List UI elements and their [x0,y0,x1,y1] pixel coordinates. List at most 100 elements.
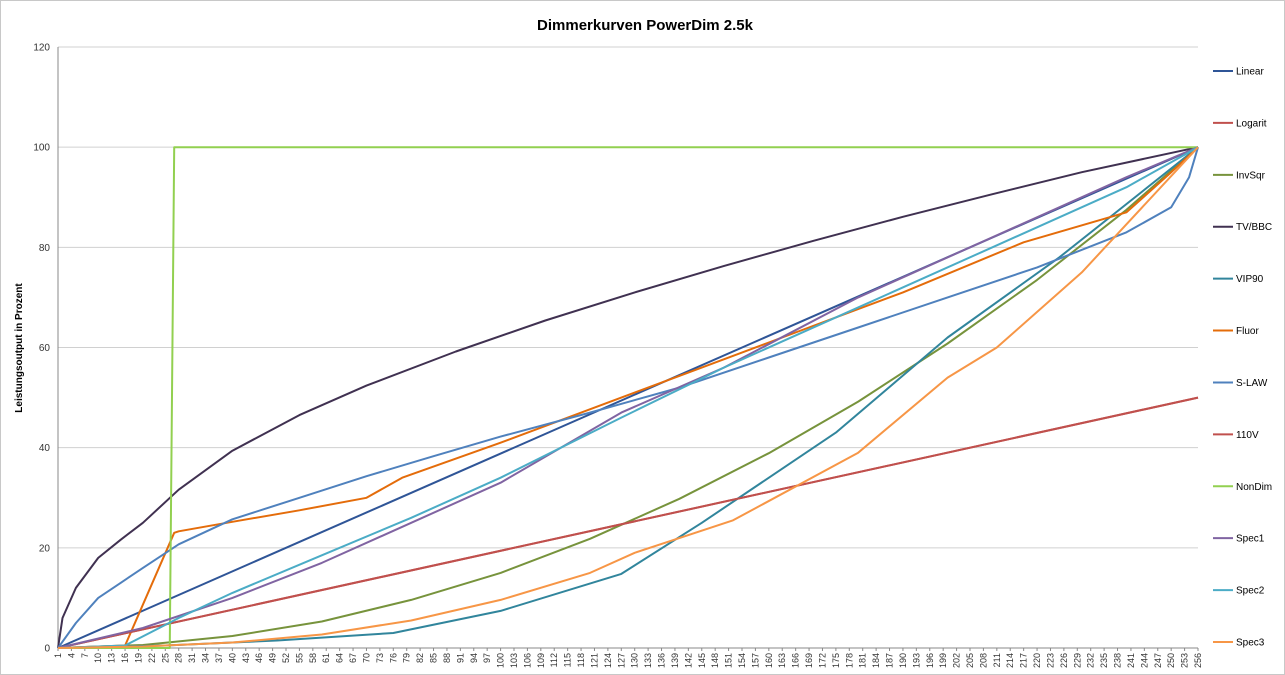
x-tick-label: 64 [335,653,345,663]
x-tick-label: 133 [643,653,653,668]
x-tick-label: 229 [1072,653,1082,668]
legend-label: Spec2 [1236,586,1265,597]
x-tick-label: 49 [268,653,278,663]
series-line-spec2 [57,146,1199,649]
x-tick-label: 139 [670,653,680,668]
x-tick-label: 13 [107,653,117,663]
x-tick-label: 97 [482,653,492,663]
x-tick-label: 82 [415,653,425,663]
y-tick-label: 60 [39,343,51,354]
x-tick-label: 169 [804,653,814,668]
x-tick-label: 112 [549,653,559,667]
x-tick-label: 196 [925,653,935,668]
series-line-110v [57,396,1199,649]
x-tick-label: 28 [174,653,184,663]
x-tick-label: 154 [737,653,747,668]
x-tick-label: 208 [978,653,988,668]
x-tick-label: 142 [683,653,693,668]
x-tick-label: 205 [965,653,975,668]
x-tick-label: 244 [1139,653,1149,668]
legend-label: 110V [1236,430,1259,441]
x-tick-label: 7 [80,653,90,658]
x-tick-label: 172 [817,653,827,668]
x-tick-label: 253 [1180,653,1190,668]
series-line-tv-bbc [57,146,1199,649]
x-tick-label: 127 [616,653,626,668]
x-tick-label: 193 [911,653,921,668]
legend-label: Linear [1236,67,1264,78]
x-tick-label: 115 [563,653,573,667]
x-tick-label: 232 [1086,653,1096,668]
x-tick-label: 91 [455,653,465,663]
y-tick-label: 20 [39,543,51,554]
x-tick-label: 178 [844,653,854,668]
x-tick-label: 100 [496,653,506,668]
x-tick-label: 184 [871,653,881,668]
x-tick-label: 34 [201,653,211,663]
x-tick-label: 235 [1099,653,1109,668]
x-tick-label: 136 [657,653,667,668]
x-tick-label: 67 [348,653,358,663]
legend: Linear Logarit InvSqr TV/BBC VIP90 Fluor S-LAW… [1213,67,1272,649]
y-tick-label: 100 [33,143,50,154]
x-tick-label: 118 [576,653,586,667]
x-tick-label: 160 [764,653,774,668]
x-tick-label: 181 [858,653,868,668]
x-tick-labels: 1 4 7 10 13 16 19 22 25 28 31 34 37 40 43 46 49 52 55 58 61 6… [53,648,1203,668]
legend-label: S-LAW [1236,378,1268,389]
x-tick-label: 31 [187,653,197,663]
x-tick-label: 109 [536,653,546,668]
x-tick-label: 76 [388,653,398,663]
chart-title: Dimmerkurven PowerDim 2.5k [537,17,754,34]
x-tick-label: 106 [522,653,532,668]
legend-label: Logarit [1236,118,1267,129]
x-tick-label: 1 [53,653,63,658]
x-tick-label: 70 [361,653,371,663]
series-line-nondim [58,146,1198,649]
x-tick-label: 190 [898,653,908,668]
x-tick-label: 223 [1045,653,1055,668]
x-tick-label: 256 [1193,653,1203,668]
series-lines [57,146,1199,649]
x-tick-label: 175 [831,653,841,668]
legend-label: Spec1 [1236,534,1265,545]
legend-label: NonDim [1236,482,1272,493]
x-tick-label: 214 [1005,653,1015,668]
series-line-s-law [57,146,1199,649]
x-tick-label: 166 [791,653,801,668]
x-tick-label: 73 [375,653,385,663]
x-tick-label: 130 [630,653,640,668]
x-tick-label: 145 [697,653,707,668]
x-tick-label: 46 [254,653,264,663]
y-tick-label: 40 [39,443,51,454]
x-tick-label: 151 [724,653,734,668]
x-tick-label: 40 [227,653,237,663]
x-tick-label: 10 [93,653,103,663]
y-tick-label: 120 [33,43,50,54]
y-axis-label: Leistungsoutput in Prozent [14,283,25,413]
x-tick-label: 124 [603,653,613,668]
x-tick-label: 61 [321,653,331,663]
legend-label: Spec3 [1236,638,1265,649]
x-tick-label: 25 [160,653,170,663]
x-tick-label: 238 [1113,653,1123,668]
x-tick-label: 241 [1126,653,1136,668]
x-tick-label: 121 [589,653,599,668]
x-tick-label: 103 [509,653,519,668]
x-tick-label: 220 [1032,653,1042,668]
x-tick-label: 211 [992,653,1002,667]
x-tick-label: 4 [66,653,76,658]
x-tick-label: 94 [469,653,479,663]
x-tick-label: 85 [429,653,439,663]
x-tick-label: 148 [710,653,720,668]
y-tick-label: 80 [39,243,51,254]
x-tick-label: 226 [1059,653,1069,668]
x-tick-label: 202 [952,653,962,668]
x-tick-label: 247 [1153,653,1163,668]
legend-label: InvSqr [1236,170,1266,181]
legend-label: TV/BBC [1236,222,1272,233]
x-tick-label: 19 [133,653,143,663]
legend-label: Fluor [1236,326,1259,337]
